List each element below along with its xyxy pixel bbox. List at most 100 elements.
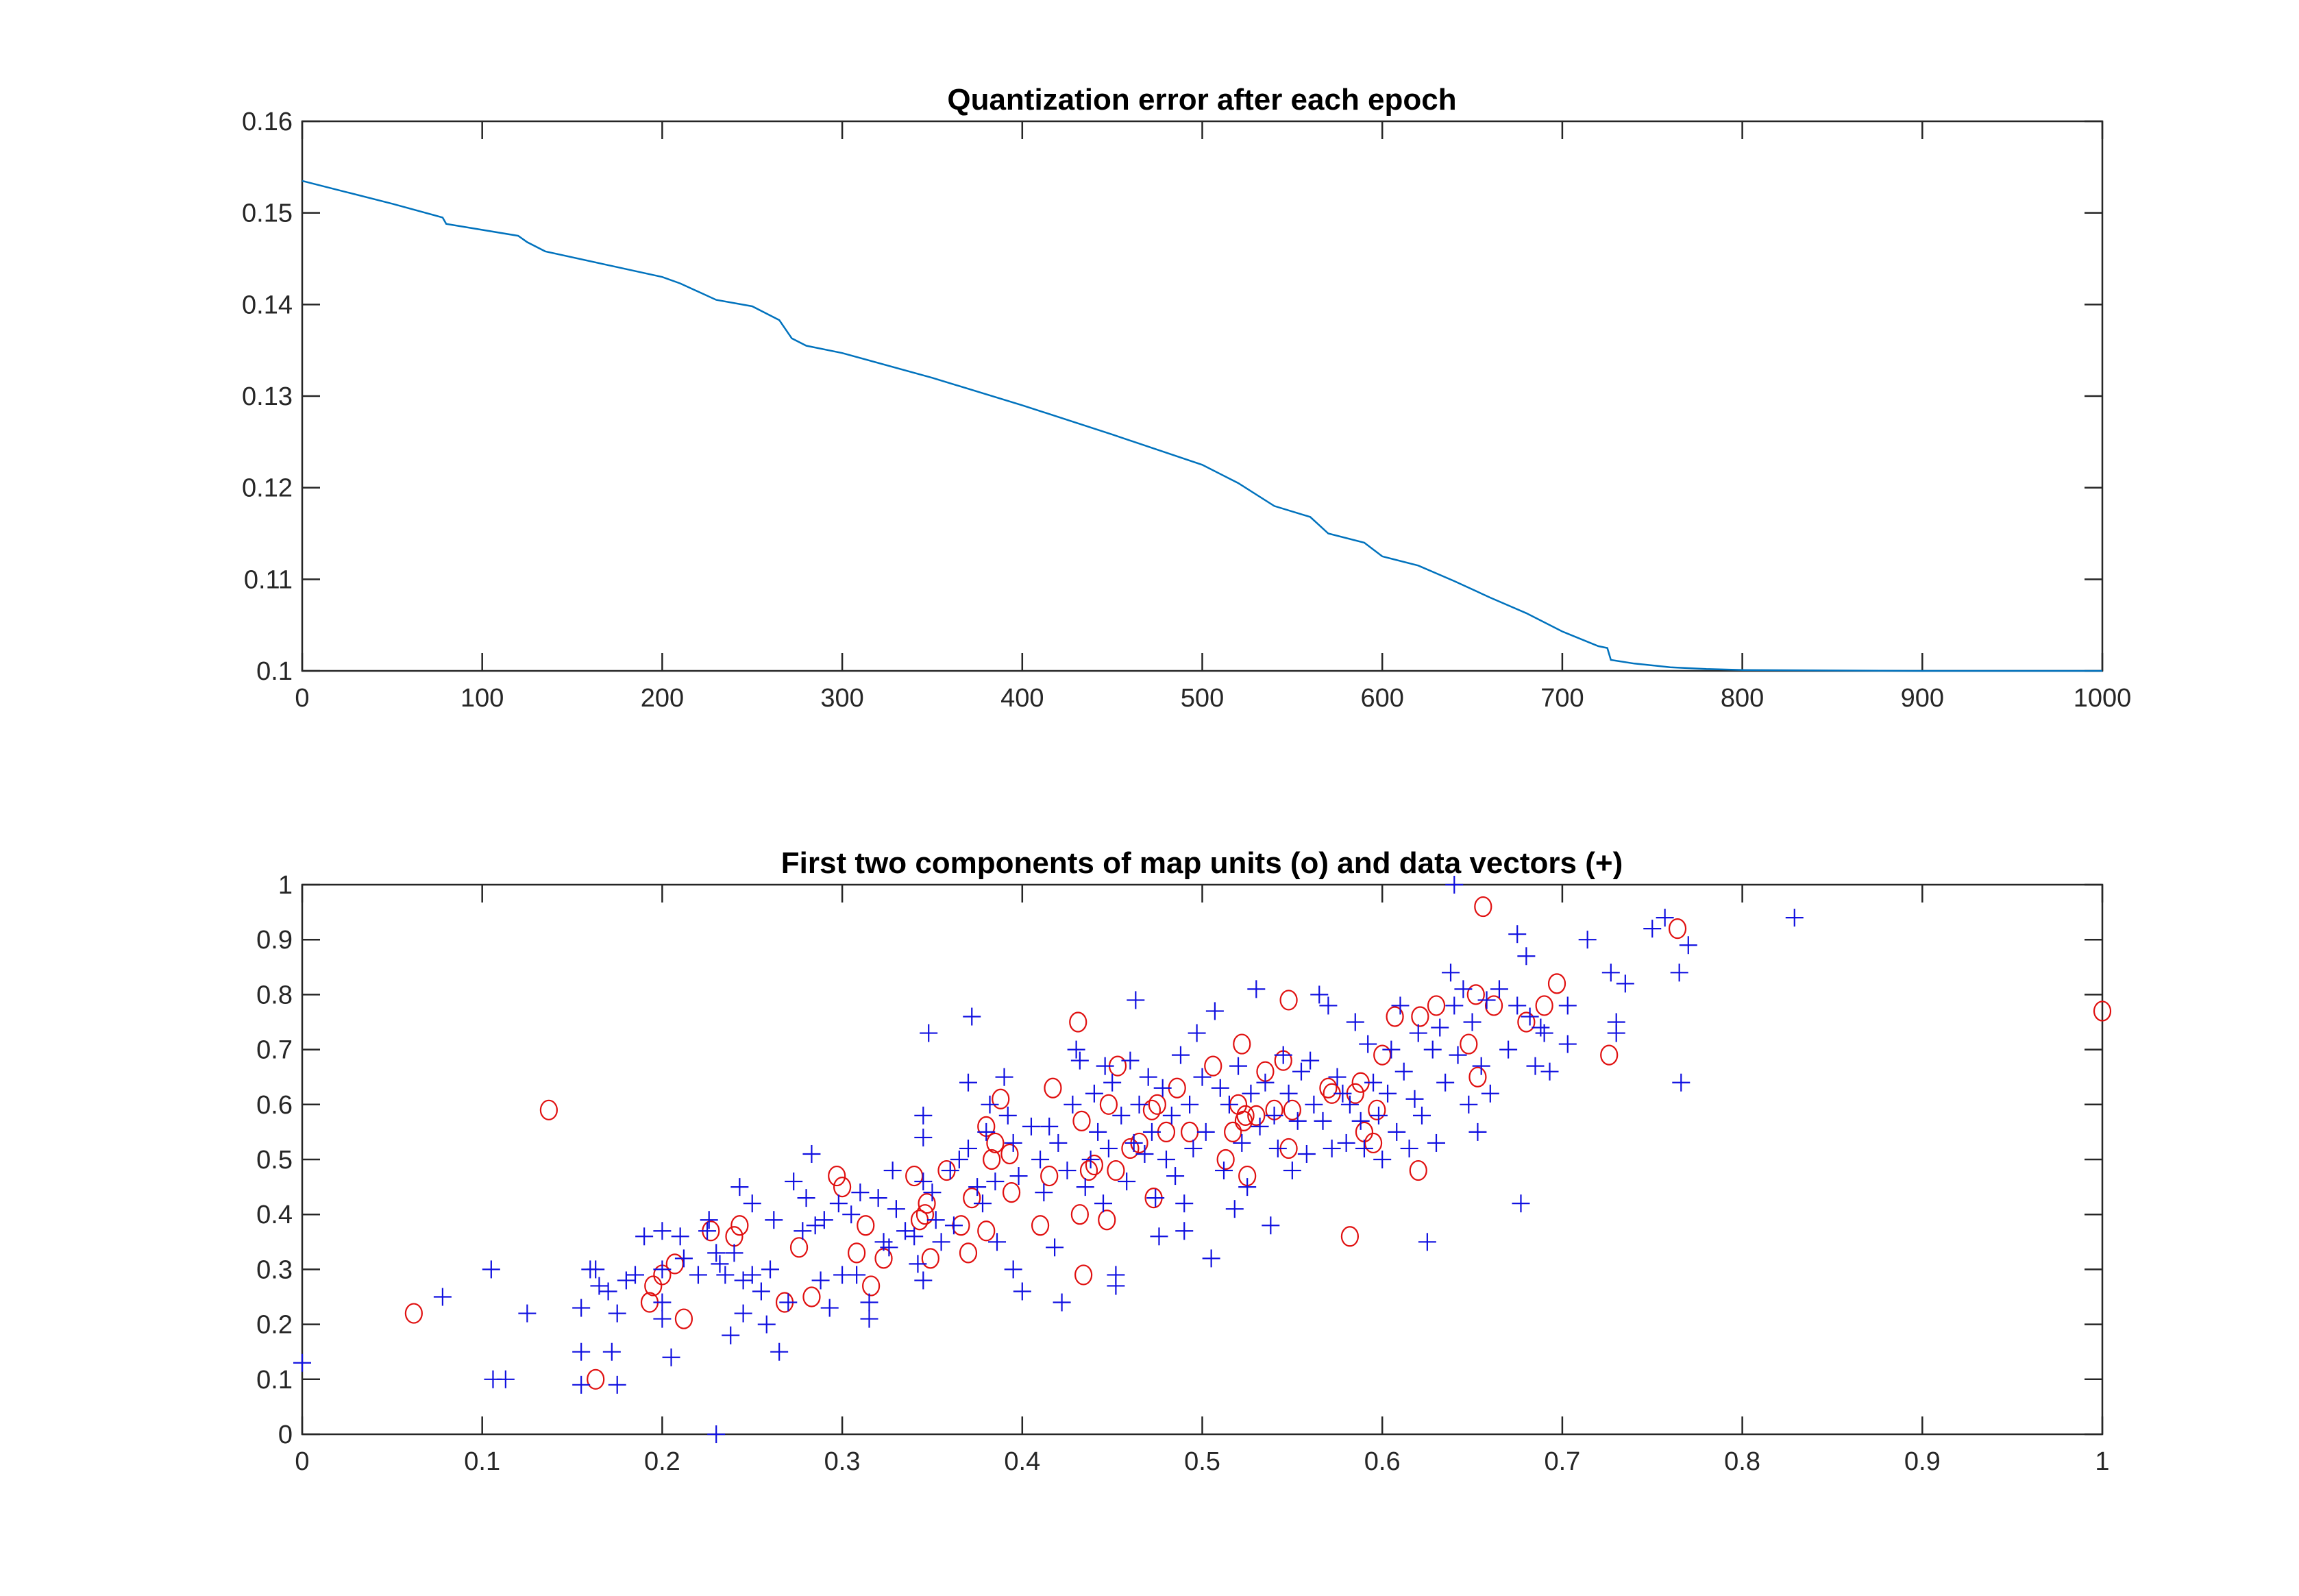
data-vector-marker — [1442, 963, 1460, 982]
data-vector-marker — [1288, 1112, 1307, 1130]
data-vector-marker — [981, 1095, 999, 1114]
data-vector-marker — [599, 1282, 617, 1301]
map-unit-marker — [1070, 1204, 1089, 1225]
map-unit-marker — [992, 1088, 1010, 1109]
data-vector-marker — [689, 1266, 707, 1284]
x-tick-label: 1 — [2095, 1447, 2109, 1476]
data-vector-marker — [1333, 1084, 1352, 1103]
data-vector-marker — [1238, 1178, 1257, 1196]
data-vector-marker — [743, 1266, 761, 1284]
data-vector-marker — [1364, 1073, 1383, 1092]
data-vector-marker — [851, 1183, 870, 1202]
data-vector-marker — [998, 1106, 1017, 1125]
data-vector-marker — [572, 1342, 591, 1361]
data-vector-marker — [1351, 1112, 1370, 1130]
data-vector-marker — [1454, 980, 1473, 998]
x-tick-label: 0.8 — [1724, 1447, 1760, 1476]
x-tick-label: 0 — [295, 684, 309, 713]
data-vector-marker — [482, 1260, 500, 1279]
map-unit-marker — [1484, 995, 1503, 1016]
quantization-error-title: Quantization error after each epoch — [947, 83, 1456, 116]
x-tick-label: 0.7 — [1544, 1447, 1580, 1476]
data-vector-marker — [1463, 1013, 1482, 1031]
data-vector-marker — [653, 1222, 672, 1240]
map-unit-marker — [1517, 1011, 1536, 1033]
y-tick-label: 0.14 — [242, 291, 293, 319]
map-unit-marker — [1283, 1099, 1301, 1120]
map-unit-marker — [2093, 1000, 2112, 1022]
data-vector-marker — [1040, 1117, 1059, 1135]
data-vector-marker — [1394, 1062, 1413, 1081]
data-vector-marker — [1656, 909, 1674, 927]
data-vector-marker — [1127, 991, 1145, 1009]
data-vector-marker — [811, 1271, 830, 1290]
data-vector-marker — [698, 1222, 717, 1240]
data-vector-marker — [1211, 1079, 1229, 1097]
map-unit-marker — [1079, 1159, 1098, 1181]
data-vector-marker — [905, 1227, 924, 1246]
data-vector-marker — [653, 1260, 672, 1279]
data-vector-marker — [963, 1007, 981, 1026]
data-vector-marker — [1526, 1057, 1545, 1075]
map-unit-marker — [1142, 1099, 1161, 1120]
data-vector-marker — [1436, 1073, 1455, 1092]
map-unit-marker — [915, 1204, 935, 1225]
data-vector-marker — [815, 1211, 833, 1229]
x-tick-label: 0.2 — [644, 1447, 680, 1476]
map-unit-marker — [1044, 1077, 1062, 1098]
x-tick-label: 1000 — [2074, 684, 2132, 713]
y-tick-label: 0.13 — [242, 382, 293, 411]
y-tick-label: 0 — [278, 1421, 293, 1449]
data-vector-marker — [671, 1227, 689, 1246]
y-tick-label: 0.7 — [256, 1036, 293, 1065]
data-vector-marker — [1409, 1024, 1427, 1042]
map-unit-marker — [1099, 1094, 1118, 1115]
data-vector-marker — [785, 1173, 803, 1191]
x-tick-label: 200 — [641, 684, 684, 713]
data-vector-marker — [1124, 1133, 1143, 1152]
data-vector-marker — [1085, 1084, 1103, 1103]
y-tick-label: 0.2 — [256, 1311, 293, 1340]
map-unit-marker — [857, 1215, 875, 1236]
data-vector-marker — [1205, 1002, 1224, 1020]
data-vector-marker — [1175, 1194, 1194, 1213]
data-vector-marker — [572, 1299, 591, 1317]
x-tick-label: 0 — [295, 1447, 309, 1476]
data-vector-marker — [1229, 1057, 1248, 1075]
x-tick-label: 900 — [1901, 684, 1944, 713]
data-vector-marker — [1035, 1183, 1053, 1202]
map-unit-marker — [1547, 973, 1566, 994]
data-vector-marker — [1139, 1068, 1157, 1086]
data-vector-marker — [1540, 1062, 1559, 1081]
map-unit-marker — [828, 1165, 846, 1187]
map-unit-marker — [1236, 1105, 1255, 1126]
data-vector-marker — [1153, 1079, 1172, 1097]
data-vector-marker — [1323, 1139, 1341, 1157]
data-vector-marker — [1256, 1073, 1275, 1092]
map-unit-marker — [802, 1286, 821, 1308]
scatter-title: First two components of map units (o) an… — [781, 846, 1623, 880]
data-vector-marker — [1089, 1122, 1107, 1141]
data-vector-marker — [707, 1244, 726, 1262]
data-vector-marker — [1157, 1151, 1175, 1168]
axes-box — [301, 883, 2104, 1436]
x-tick-label: 0.3 — [824, 1447, 861, 1476]
map-unit-marker — [644, 1275, 663, 1297]
data-vector-marker — [1184, 1139, 1203, 1157]
map-unit-marker — [1386, 1006, 1404, 1027]
data-vector-marker — [909, 1255, 927, 1273]
data-vector-marker — [1418, 1233, 1436, 1251]
data-vector-marker — [1373, 1151, 1392, 1168]
data-vector-marker — [653, 1293, 672, 1312]
x-tick-label: 300 — [820, 684, 863, 713]
data-vector-marker — [887, 1200, 905, 1218]
data-vector-marker — [914, 1271, 933, 1290]
data-vector-marker — [779, 1293, 798, 1312]
data-vector-marker — [883, 1162, 902, 1180]
map-unit-marker — [1668, 918, 1687, 940]
data-vector-marker — [1427, 1133, 1446, 1152]
data-vector-marker — [1175, 1222, 1194, 1240]
data-vector-marker — [1431, 1018, 1449, 1037]
map-unit-marker — [921, 1248, 939, 1269]
data-vector-marker — [761, 1260, 780, 1279]
